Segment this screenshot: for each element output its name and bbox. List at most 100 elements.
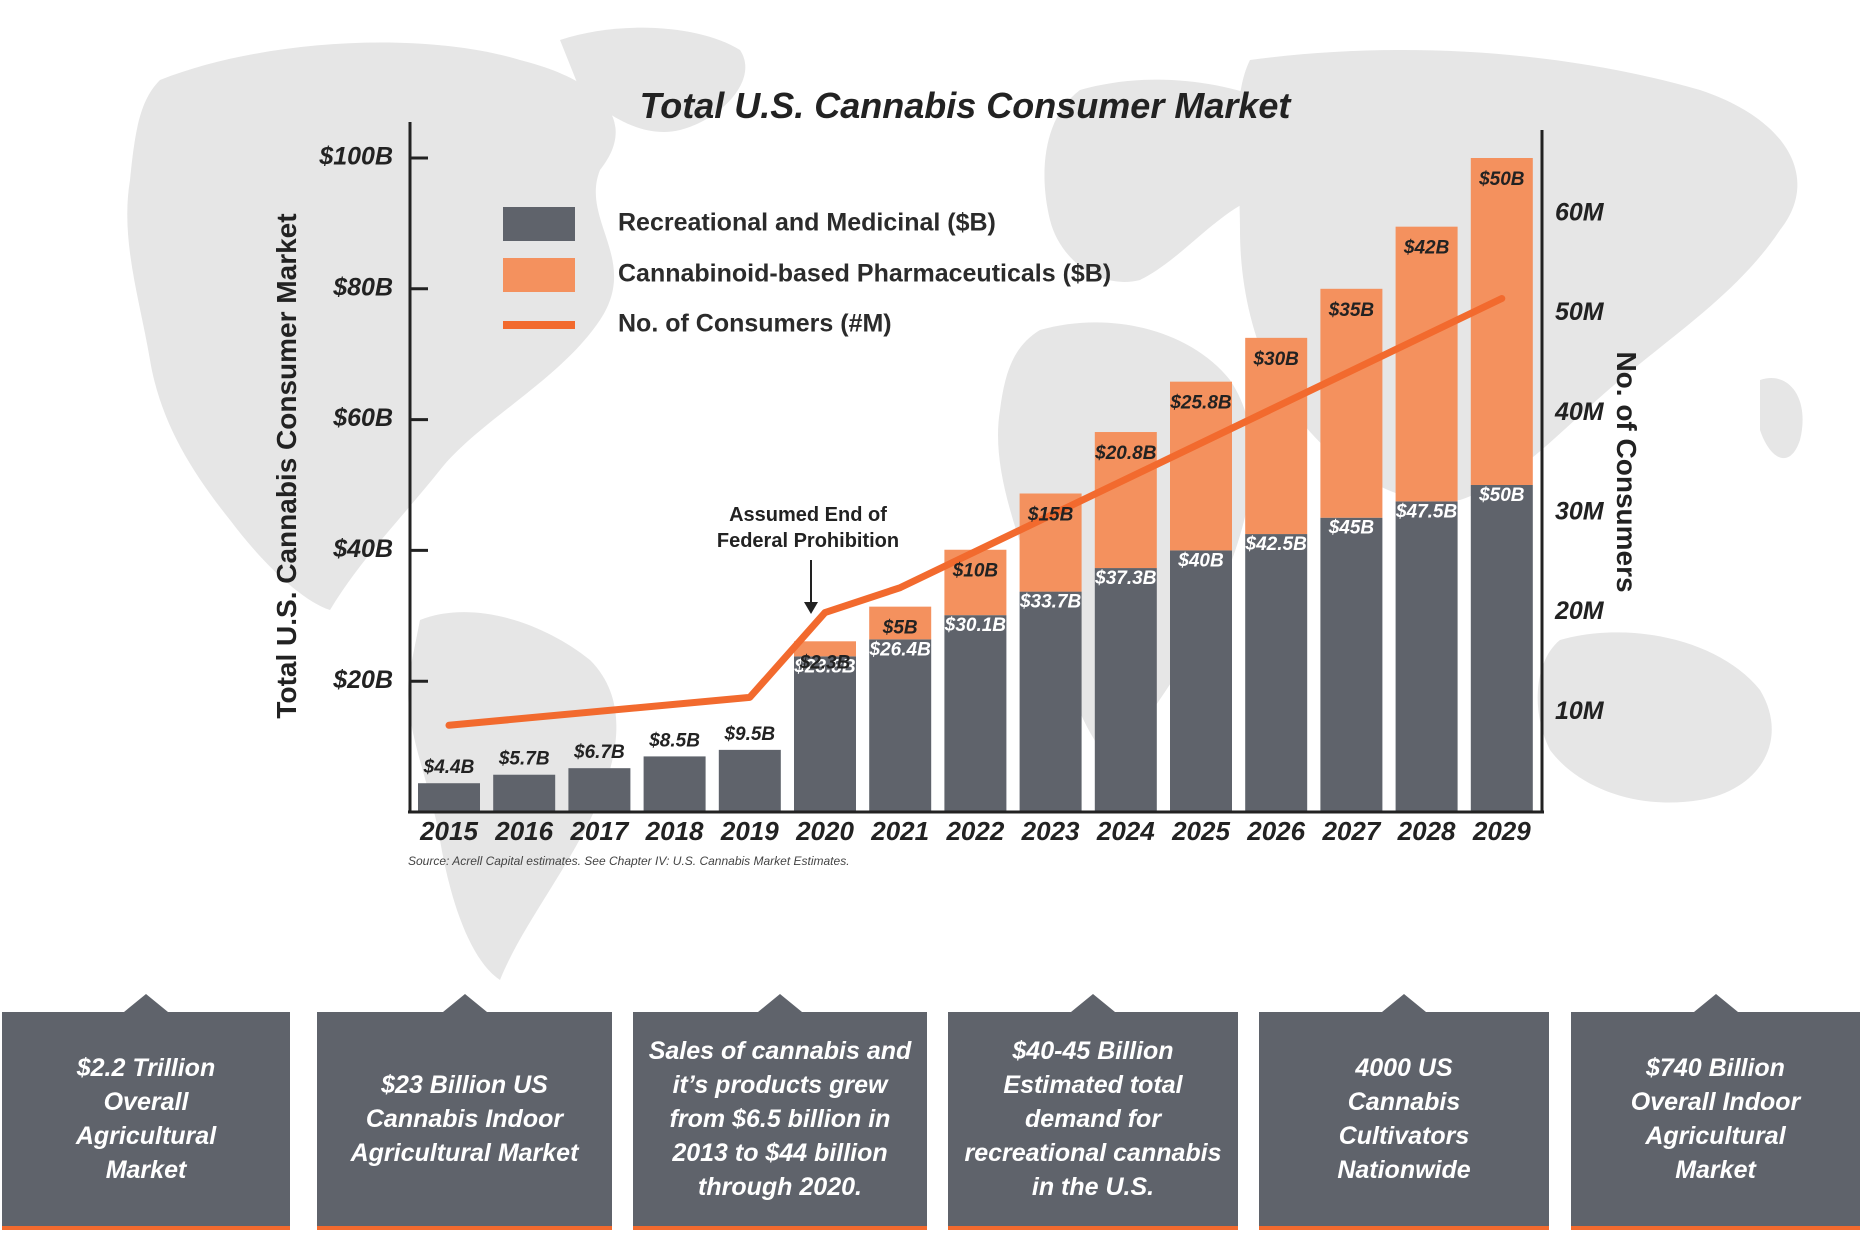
bar-label-recreational: $47.5B xyxy=(1395,501,1458,522)
bar-label-pharma: $15B xyxy=(1027,505,1074,526)
bar-recreational xyxy=(1395,501,1458,812)
fact-card-6: $740 Billion Overall Indoor Agricultural… xyxy=(1571,994,1860,1230)
bar-pharma xyxy=(1170,381,1232,551)
consumer-line xyxy=(445,295,1506,729)
bar-label-recreational: $6.7B xyxy=(573,742,625,763)
y-axis-title: Total U.S. Cannabis Consumer Market xyxy=(271,213,302,718)
x-tick-label: 2020 xyxy=(795,816,854,846)
bar-label-pharma: $50B xyxy=(1478,169,1525,190)
x-tick-label: 2029 xyxy=(1472,816,1531,846)
fact-text: 4000 US Cannabis Cultivators Nationwide xyxy=(1337,1054,1471,1184)
fact-card-5: 4000 US Cannabis Cultivators Nationwide xyxy=(1259,994,1549,1230)
bar-label-pharma: $42B xyxy=(1403,238,1450,259)
bar-recreational xyxy=(1170,550,1232,812)
bar-pharma xyxy=(1019,493,1082,592)
bar-recreational xyxy=(1019,591,1082,812)
bar-pharma xyxy=(1094,432,1157,569)
bar-recreational xyxy=(1245,534,1308,812)
bar-labels: $4.4B $5.7B $6.7B $8.5B $9.5B $23.8B$2.3B $26.… xyxy=(423,169,1525,778)
bar-label-recreational: $50B xyxy=(1478,485,1525,506)
y2-axis-ticks: 10M 20M 30M 40M 50M 60M xyxy=(1554,198,1605,725)
legend: Recreational and Medicinal ($B) Cannabin… xyxy=(503,207,1111,338)
bar-label-recreational: $42.5B xyxy=(1245,534,1308,555)
bar-recreational xyxy=(794,656,856,812)
bar-recreational xyxy=(869,639,932,812)
bar-recreational xyxy=(568,768,631,812)
fact-text: $40-45 Billion Estimated total demand fo… xyxy=(964,1037,1222,1201)
bar-recreational xyxy=(1320,517,1383,812)
x-tick-label: 2024 xyxy=(1096,816,1155,846)
bar-label-recreational: $23.8B xyxy=(793,656,856,677)
x-tick-label: 2017 xyxy=(569,816,629,846)
annotation-line-2: Federal Prohibition xyxy=(717,530,899,552)
fact-text: $2.2 Trillion Overall Agricultural Marke… xyxy=(75,1054,217,1184)
bar-recreational xyxy=(1094,568,1157,812)
bar-label-recreational: $26.4B xyxy=(869,639,932,660)
fact-card-2: $23 Billion US Cannabis Indoor Agricultu… xyxy=(317,994,612,1230)
x-tick-label: 2016 xyxy=(494,816,553,846)
bar-recreational xyxy=(493,774,556,812)
legend-label-consumers: No. of Consumers (#M) xyxy=(618,310,892,338)
y-axis-ticks: $20B $40B $60B $80B $100B xyxy=(318,143,428,694)
bar-pharma xyxy=(1395,226,1458,502)
bar-recreational xyxy=(418,783,480,812)
legend-label-pharma: Cannabinoid-based Pharmaceuticals ($B) xyxy=(618,260,1111,288)
bar-label-pharma: $10B xyxy=(952,561,999,582)
bar-label-recreational: $5.7B xyxy=(498,749,550,770)
source-note: Source: Acrell Capital estimates. See Ch… xyxy=(408,854,850,868)
bar-label-pharma: $30B xyxy=(1252,349,1299,370)
y2-tick-label: 20M xyxy=(1554,597,1605,625)
x-tick-label: 2022 xyxy=(945,816,1004,846)
bars xyxy=(418,158,1533,812)
bar-pharma xyxy=(794,641,856,657)
bar-label-recreational: $45B xyxy=(1328,518,1375,539)
bar-label-recreational: $37.3B xyxy=(1094,568,1157,589)
bar-label-pharma: $2.3B xyxy=(799,652,851,673)
chart-title: Total U.S. Cannabis Consumer Market xyxy=(640,85,1293,126)
x-tick-label: 2027 xyxy=(1321,816,1381,846)
bar-recreational xyxy=(643,756,706,812)
y-tick-label: $20B xyxy=(332,666,393,694)
y-tick-label: $80B xyxy=(332,273,393,301)
annotation-arrow-head xyxy=(804,602,818,614)
x-tick-label: 2023 xyxy=(1021,816,1080,846)
legend-swatch-pharma xyxy=(503,258,575,292)
x-tick-label: 2026 xyxy=(1246,816,1305,846)
bar-label-recreational: $33.7B xyxy=(1019,592,1082,613)
fact-card-3: Sales of cannabis and it’s products grew… xyxy=(633,994,927,1230)
bar-pharma xyxy=(1470,158,1533,485)
x-tick-label: 2015 xyxy=(419,816,478,846)
bar-pharma xyxy=(869,606,932,640)
y2-tick-label: 60M xyxy=(1555,198,1605,226)
bar-pharma xyxy=(1320,288,1383,518)
x-tick-label: 2025 xyxy=(1171,816,1230,846)
y-tick-label: $40B xyxy=(332,535,393,563)
legend-swatch-recreational xyxy=(503,207,575,241)
bar-pharma xyxy=(1245,337,1308,535)
fact-card-4: $40-45 Billion Estimated total demand fo… xyxy=(948,994,1238,1230)
y-tick-label: $100B xyxy=(318,143,393,171)
fact-text: Sales of cannabis and it’s products grew… xyxy=(648,1037,912,1201)
annotation-prohibition: Assumed End of Federal Prohibition xyxy=(717,504,899,614)
bar-label-pharma: $5B xyxy=(882,618,918,639)
y2-tick-label: 30M xyxy=(1555,497,1605,525)
legend-label-recreational: Recreational and Medicinal ($B) xyxy=(618,209,996,237)
fact-text: $740 Billion Overall Indoor Agricultural… xyxy=(1630,1054,1801,1184)
bar-label-pharma: $35B xyxy=(1328,300,1375,321)
bar-label-pharma: $25.8B xyxy=(1169,393,1232,414)
bar-label-recreational: $40B xyxy=(1177,550,1224,571)
y2-tick-label: 40M xyxy=(1554,398,1605,426)
bar-label-recreational: $9.5B xyxy=(723,724,775,745)
y-tick-label: $60B xyxy=(332,404,393,432)
bar-recreational xyxy=(718,749,781,812)
y2-tick-label: 10M xyxy=(1555,697,1605,725)
y2-tick-label: 50M xyxy=(1555,298,1605,326)
bar-label-recreational: $30.1B xyxy=(944,615,1007,636)
annotation-line-1: Assumed End of xyxy=(729,504,887,526)
bar-recreational xyxy=(944,615,1007,812)
bar-label-recreational: $4.4B xyxy=(423,757,475,778)
x-tick-label: 2021 xyxy=(870,816,929,846)
fact-card-1: $2.2 Trillion Overall Agricultural Marke… xyxy=(2,994,290,1230)
bar-label-pharma: $20.8B xyxy=(1094,443,1157,464)
bar-label-recreational: $8.5B xyxy=(648,730,700,751)
